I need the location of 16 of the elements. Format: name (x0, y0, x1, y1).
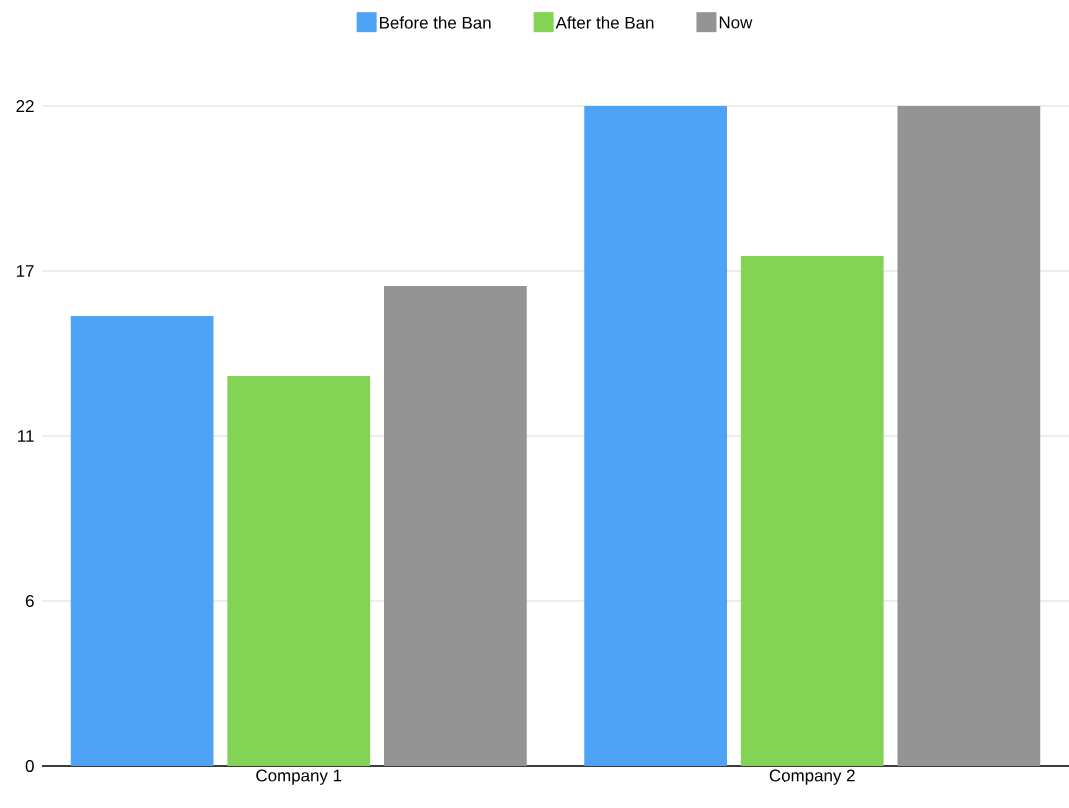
y-tick-label: 17 (16, 265, 34, 277)
bar (70, 315, 214, 766)
y-tick-label: 6 (25, 595, 34, 607)
legend-label: After the Ban (555, 16, 654, 29)
bar (897, 105, 1041, 766)
x-tick-label: Company 2 (769, 769, 855, 785)
x-tick-label: Company 1 (256, 769, 342, 785)
legend-label: Now (719, 16, 753, 29)
bar (227, 376, 371, 766)
y-tick-label: 0 (25, 760, 34, 772)
bar (584, 105, 727, 766)
bar (740, 255, 884, 766)
y-tick-label: 22 (16, 100, 34, 112)
y-tick-label: 11 (18, 430, 34, 442)
bar (383, 285, 527, 766)
legend-label: Before the Ban (380, 16, 491, 29)
